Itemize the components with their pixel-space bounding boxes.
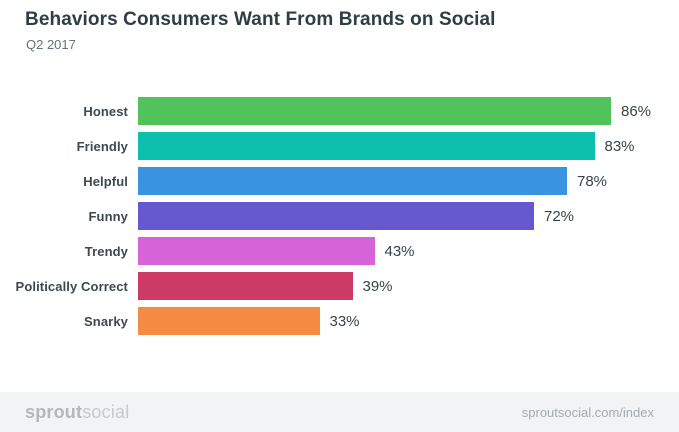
- category-label: Politically Correct: [15, 278, 128, 294]
- bar-track: 43%: [138, 237, 679, 265]
- value-label: 83%: [604, 137, 635, 155]
- sproutsocial-logo: sproutsocial: [25, 402, 129, 423]
- category-label: Friendly: [76, 138, 128, 154]
- category-label: Helpful: [83, 173, 128, 189]
- bar: [138, 132, 595, 160]
- chart-row: Friendly 83%: [0, 132, 679, 160]
- footer-link: sproutsocial.com/index: [521, 404, 654, 420]
- category-label: Funny: [88, 208, 128, 224]
- chart-row: Helpful 78%: [0, 167, 679, 195]
- bar-track: 72%: [138, 202, 679, 230]
- bar: [138, 272, 353, 300]
- chart-row: Snarky 33%: [0, 307, 679, 335]
- bar-chart: Honest 86% Friendly 83% Helpful 78% Funny 72% Tr…: [0, 97, 679, 335]
- bar: [138, 237, 375, 265]
- value-label: 39%: [362, 277, 393, 295]
- chart-title: Behaviors Consumers Want From Brands on …: [25, 9, 496, 30]
- value-label: 86%: [621, 102, 652, 120]
- category-label: Trendy: [84, 243, 128, 259]
- footer-bar: sproutsocial sproutsocial.com/index: [0, 392, 679, 432]
- chart-subtitle: Q2 2017: [26, 37, 76, 52]
- bar-track: 78%: [138, 167, 679, 195]
- logo-text-social: social: [82, 401, 130, 422]
- value-label: 43%: [384, 242, 415, 260]
- bar: [138, 307, 320, 335]
- chart-row: Funny 72%: [0, 202, 679, 230]
- chart-row: Honest 86%: [0, 97, 679, 125]
- logo-text-sprout: sprout: [25, 401, 83, 422]
- bar: [138, 167, 567, 195]
- bar-track: 39%: [138, 272, 679, 300]
- bar: [138, 97, 611, 125]
- value-label: 78%: [577, 172, 608, 190]
- category-label: Honest: [83, 103, 128, 119]
- chart-row: Trendy 43%: [0, 237, 679, 265]
- category-label: Snarky: [84, 313, 128, 329]
- bar: [138, 202, 534, 230]
- bar-track: 33%: [138, 307, 679, 335]
- bar-track: 86%: [138, 97, 679, 125]
- value-label: 33%: [329, 312, 360, 330]
- bar-track: 83%: [138, 132, 679, 160]
- chart-row: Politically Correct 39%: [0, 272, 679, 300]
- value-label: 72%: [544, 207, 575, 225]
